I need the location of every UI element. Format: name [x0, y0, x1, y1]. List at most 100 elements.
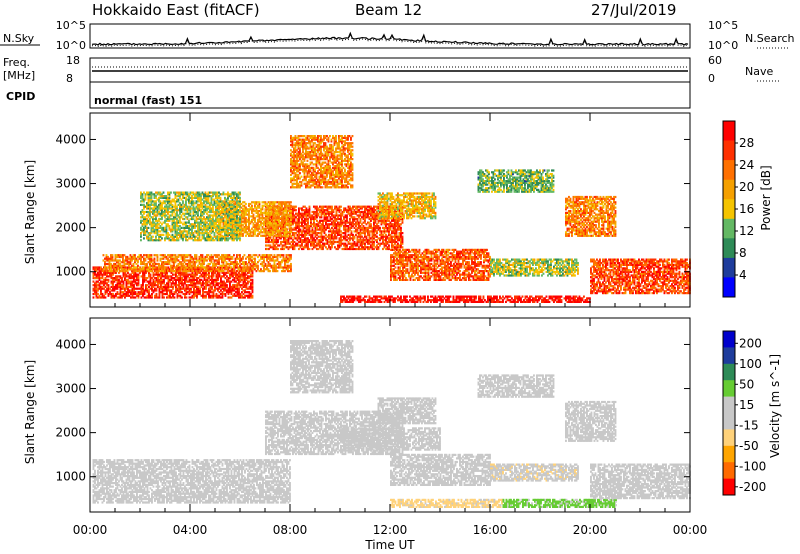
power-cell	[328, 205, 330, 208]
power-cell	[293, 156, 295, 159]
power-cell	[303, 173, 306, 176]
power-cell	[245, 222, 247, 225]
power-cell	[158, 268, 161, 271]
nave-tick-60: 60	[708, 54, 722, 67]
cpid-panel-frame	[89, 81, 691, 109]
power-cell	[302, 219, 305, 222]
power-cell	[171, 268, 174, 271]
power-cell	[154, 273, 156, 276]
power-cell	[134, 278, 137, 281]
power-cell	[311, 247, 314, 251]
power-cell	[161, 285, 164, 288]
power-cell	[295, 209, 297, 212]
power-cell	[361, 240, 363, 244]
power-cell	[143, 292, 146, 296]
power-cell	[344, 168, 346, 171]
power-cell	[239, 294, 242, 297]
power-cell	[304, 239, 306, 242]
power-cell	[155, 289, 158, 292]
power-cell	[187, 273, 189, 276]
power-cell	[248, 259, 250, 262]
power-cell	[251, 259, 253, 262]
power-cell	[321, 158, 324, 161]
power-cell	[349, 223, 351, 226]
power-cell	[296, 214, 299, 217]
power-cell	[319, 239, 321, 242]
power-cell	[167, 289, 170, 292]
power-cell	[353, 244, 356, 247]
power-cell	[275, 216, 278, 219]
power-cell	[376, 232, 378, 235]
power-cell	[243, 222, 246, 225]
power-cell	[347, 149, 349, 152]
power-cell	[237, 262, 240, 266]
power-cell	[278, 237, 281, 240]
power-cell	[343, 209, 345, 212]
power-cell	[306, 166, 309, 169]
power-cell	[276, 262, 279, 266]
power-cell	[167, 287, 170, 290]
power-cell	[151, 292, 153, 296]
power-cell	[364, 226, 366, 229]
power-cell	[246, 262, 249, 266]
power-cell	[107, 262, 109, 266]
power-cell	[245, 213, 247, 216]
power-cell	[168, 270, 171, 273]
power-cell	[389, 221, 392, 224]
power-cell	[143, 270, 145, 273]
power-cell	[356, 217, 359, 221]
power-cell	[179, 273, 182, 276]
power-cell	[362, 246, 365, 249]
power-cell	[190, 282, 192, 285]
power-cell	[169, 268, 171, 271]
power-cell	[356, 232, 359, 235]
power-cell	[242, 201, 244, 204]
power-cell	[161, 261, 163, 264]
power-cell	[180, 257, 183, 260]
power-cell	[316, 233, 318, 236]
power-cell	[295, 228, 297, 231]
power-cell	[166, 282, 168, 285]
power-cell	[155, 266, 157, 269]
power-cell	[362, 226, 365, 229]
power-cell	[321, 175, 324, 178]
power-cell	[154, 296, 156, 299]
power-cell	[338, 228, 341, 231]
power-cell	[344, 186, 346, 189]
power-cell	[157, 282, 159, 285]
power-cell	[347, 156, 349, 159]
power-cell	[126, 255, 129, 259]
power-cell	[266, 247, 269, 251]
power-cell	[383, 246, 386, 249]
power-cell	[226, 291, 228, 294]
power-cell	[193, 285, 195, 288]
power-cell	[149, 294, 152, 297]
power-cell	[263, 255, 265, 259]
power-cell	[230, 268, 233, 271]
power-cell	[236, 278, 239, 281]
power-cell	[104, 296, 107, 299]
power-cell	[370, 209, 372, 212]
power-cell	[344, 140, 346, 143]
power-cell	[334, 235, 336, 238]
power-cell	[197, 287, 200, 290]
power-cell	[153, 264, 156, 267]
power-cell	[221, 291, 224, 294]
power-cell	[218, 257, 220, 260]
power-cell	[133, 291, 135, 294]
power-cell	[214, 280, 216, 283]
power-cell	[111, 255, 114, 259]
power-cell	[401, 219, 404, 222]
power-cell	[355, 217, 357, 221]
power-cell	[114, 254, 117, 257]
power-cell	[235, 291, 237, 294]
power-cell	[300, 159, 303, 162]
power-cell	[245, 278, 248, 281]
power-cell	[244, 278, 246, 281]
power-cell	[215, 277, 218, 280]
power-cell	[377, 228, 380, 231]
power-cell	[331, 242, 333, 245]
power-cell	[310, 214, 312, 217]
power-cell	[343, 207, 345, 210]
power-cell	[171, 255, 174, 259]
